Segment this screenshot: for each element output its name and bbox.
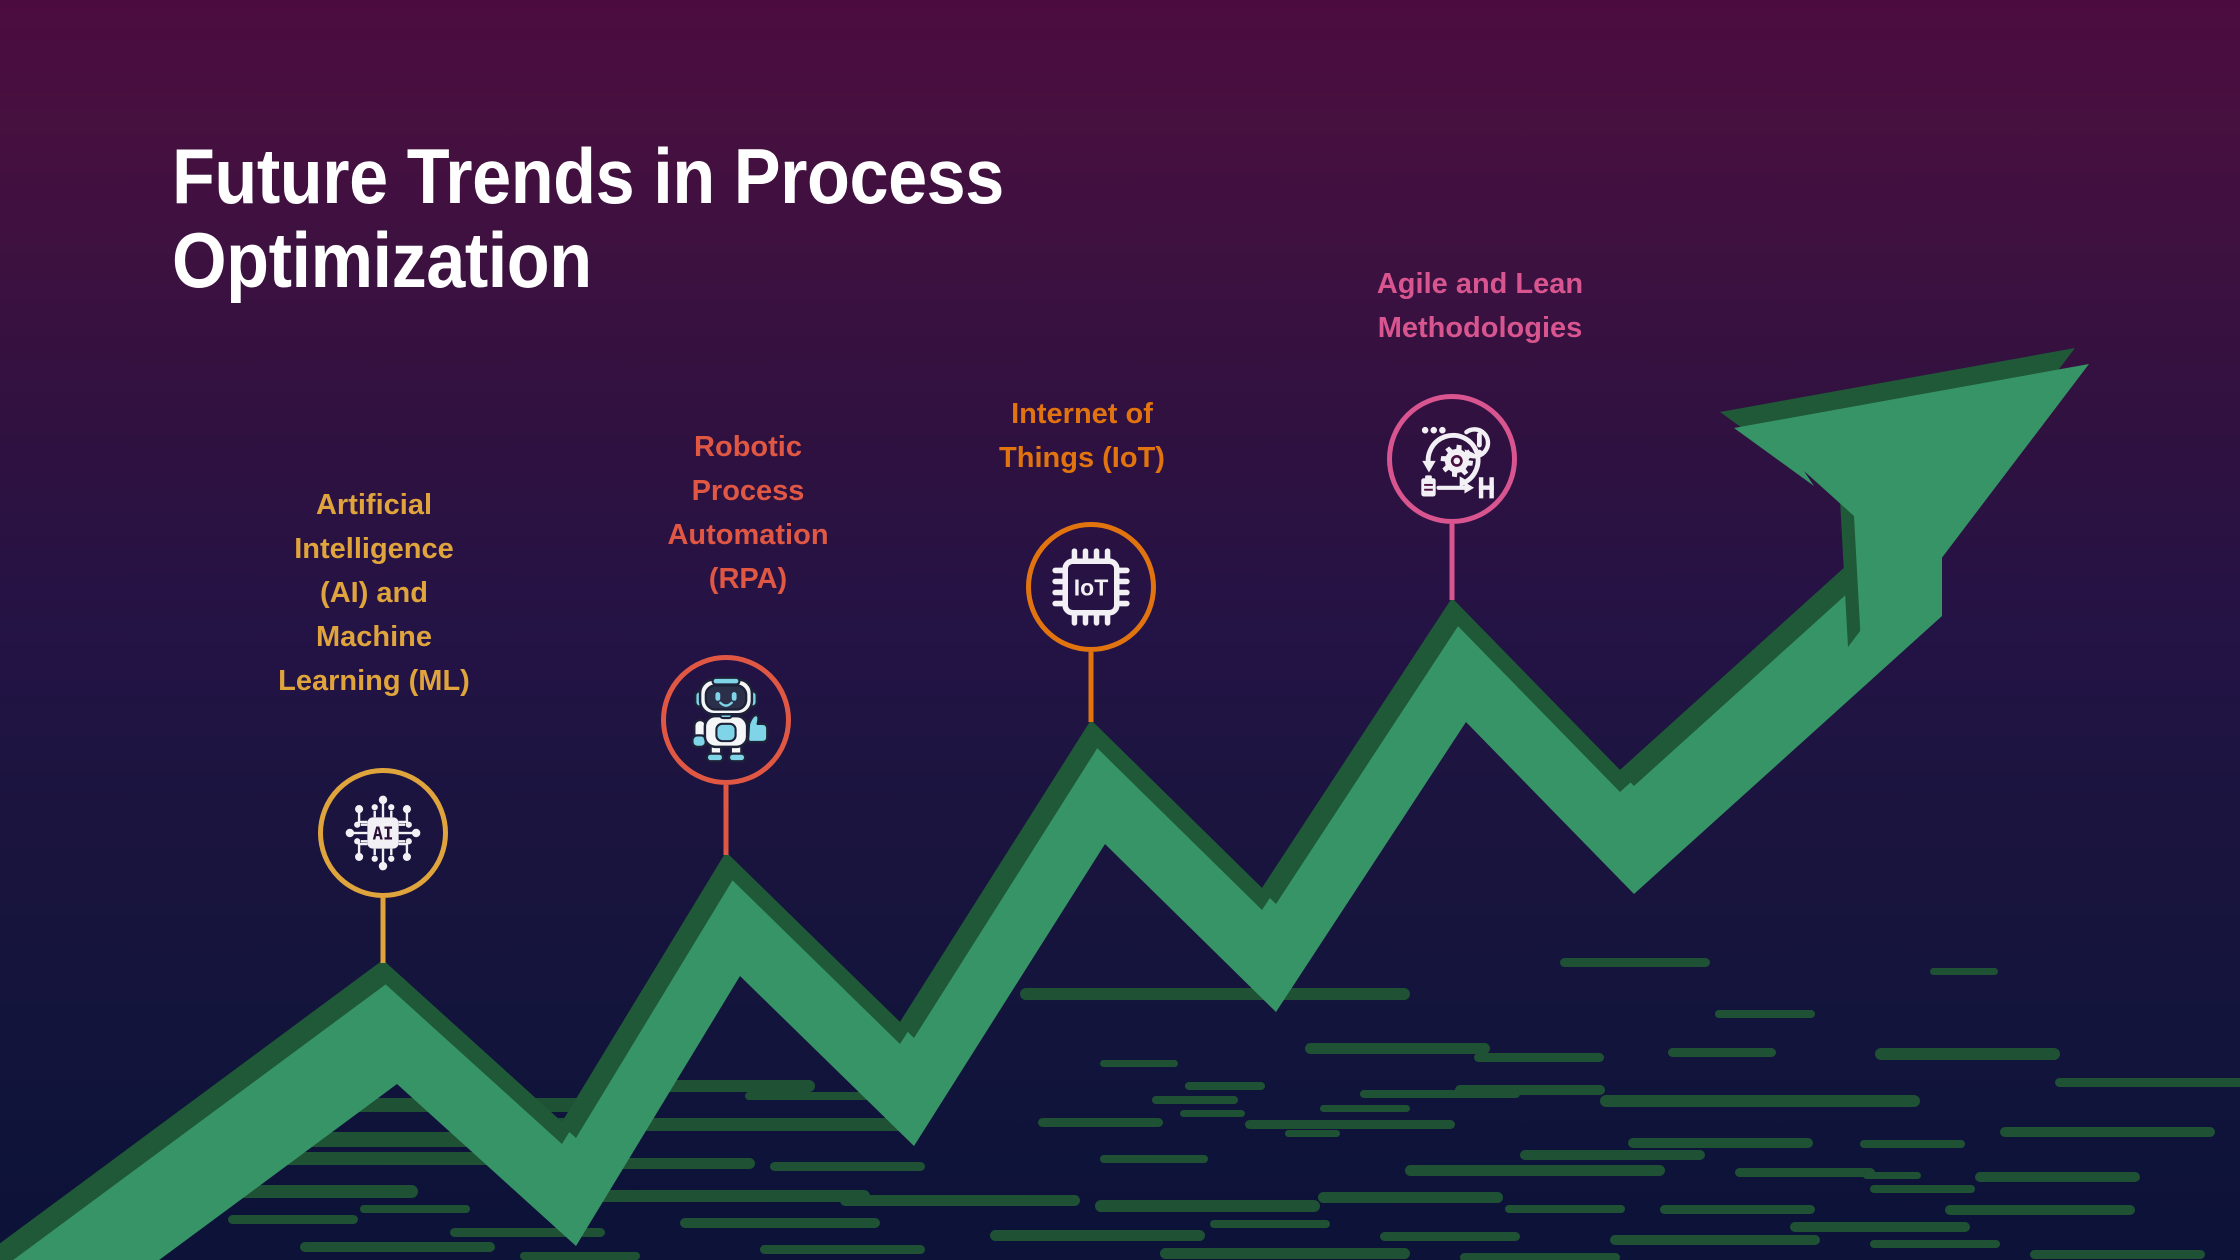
decor-line <box>1320 1105 1410 1112</box>
decor-line <box>2030 1250 2205 1259</box>
trend-label-ai-ml: Artificial Intelligence (AI) and Machine… <box>278 489 470 698</box>
decor-line <box>770 1162 925 1171</box>
decor-line <box>1870 1240 2000 1248</box>
decor-line <box>520 1252 640 1260</box>
decor-line <box>1152 1096 1238 1104</box>
decor-line <box>2055 1078 2240 1087</box>
trend-label-agile-lean: Agile and Lean Methodologies <box>1376 268 1584 345</box>
decor-line <box>1875 1048 2060 1060</box>
decor-line <box>840 1195 1080 1206</box>
decor-line <box>1095 1200 1320 1212</box>
decor-line <box>1038 1118 1163 1127</box>
decor-line <box>1380 1232 1520 1241</box>
decor-line <box>1210 1220 1330 1228</box>
decor-line <box>590 1190 870 1202</box>
decor-line <box>300 1242 495 1252</box>
decor-line <box>1790 1222 1970 1232</box>
decor-line <box>1405 1165 1665 1176</box>
svg-text:IoT: IoT <box>1074 574 1109 600</box>
decor-line <box>1505 1205 1625 1213</box>
trend-icon-badge-iot[interactable]: IoT <box>1026 522 1156 652</box>
decor-line <box>745 1092 870 1100</box>
decor-line <box>1100 1155 1208 1163</box>
trend-icon-badge-ai-ml[interactable]: AI <box>318 768 448 898</box>
decor-line <box>1360 1090 1520 1098</box>
decor-line <box>1185 1082 1265 1090</box>
decor-line <box>1180 1110 1245 1117</box>
svg-text:AI: AI <box>372 824 393 844</box>
decor-line <box>228 1215 358 1224</box>
agile-cycle-icon <box>1421 426 1494 499</box>
decor-line <box>1668 1048 1776 1057</box>
decor-line <box>1610 1235 1820 1245</box>
arrow-head-body <box>1734 364 2089 663</box>
decor-line <box>2000 1127 2215 1137</box>
decor-line <box>680 1218 880 1228</box>
decor-line <box>630 1080 815 1092</box>
trend-icon-badge-agile-lean[interactable] <box>1387 394 1517 524</box>
iot-chip-icon: IoT <box>1052 548 1130 626</box>
decor-line <box>1628 1138 1813 1148</box>
decor-line <box>1100 1060 1178 1067</box>
page-title: Future Trends in Process Optimization <box>172 132 1004 305</box>
decor-line <box>990 1230 1205 1241</box>
decor-line <box>760 1245 925 1254</box>
decor-line <box>360 1205 470 1213</box>
decor-line <box>1735 1168 1875 1177</box>
decor-line <box>1474 1053 1604 1062</box>
decor-line <box>1160 1248 1410 1259</box>
decor-line <box>1660 1205 1815 1214</box>
trend-icon-badge-rpa[interactable] <box>661 655 791 785</box>
decor-line <box>1870 1185 1975 1193</box>
decor-line <box>1460 1253 1620 1260</box>
ai-chip-icon: AI <box>345 795 421 871</box>
decor-line <box>1245 1120 1455 1129</box>
decor-line <box>1285 1130 1340 1137</box>
decor-line <box>1318 1192 1503 1203</box>
decor-line <box>1945 1205 2135 1215</box>
decor-line <box>1860 1140 1965 1148</box>
decor-line <box>1520 1150 1705 1160</box>
decor-line <box>1600 1095 1920 1107</box>
robot-icon <box>691 676 769 763</box>
trend-label-iot: Internet of Things (IoT) <box>999 398 1165 475</box>
decor-line <box>1020 988 1410 1000</box>
decor-line <box>1863 1172 1921 1179</box>
trend-label-rpa: Robotic Process Automation (RPA) <box>667 431 829 596</box>
decor-line <box>1560 958 1710 967</box>
decor-line <box>1930 968 1998 975</box>
arrow-ribbon-top-edge <box>0 492 1928 1260</box>
decor-line <box>1715 1010 1815 1018</box>
decor-line <box>1305 1043 1490 1054</box>
decor-line <box>1975 1172 2140 1182</box>
